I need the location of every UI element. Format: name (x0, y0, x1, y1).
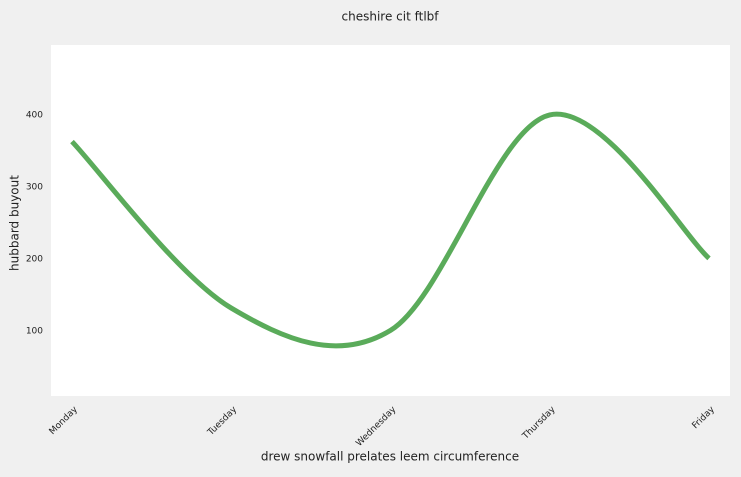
y-axis-label: hubbard buyout (8, 175, 22, 271)
chart-title: cheshire cit ftlbf (342, 10, 440, 24)
y-tick-label: 300 (26, 182, 43, 192)
line (70, 111, 711, 349)
y-tick-label: 200 (26, 255, 43, 265)
y-tick-label: 100 (26, 327, 43, 337)
y-tick-label: 400 (26, 110, 43, 120)
plot-area (51, 45, 730, 396)
x-axis-label: drew snowfall prelates leem circumferenc… (261, 450, 519, 464)
